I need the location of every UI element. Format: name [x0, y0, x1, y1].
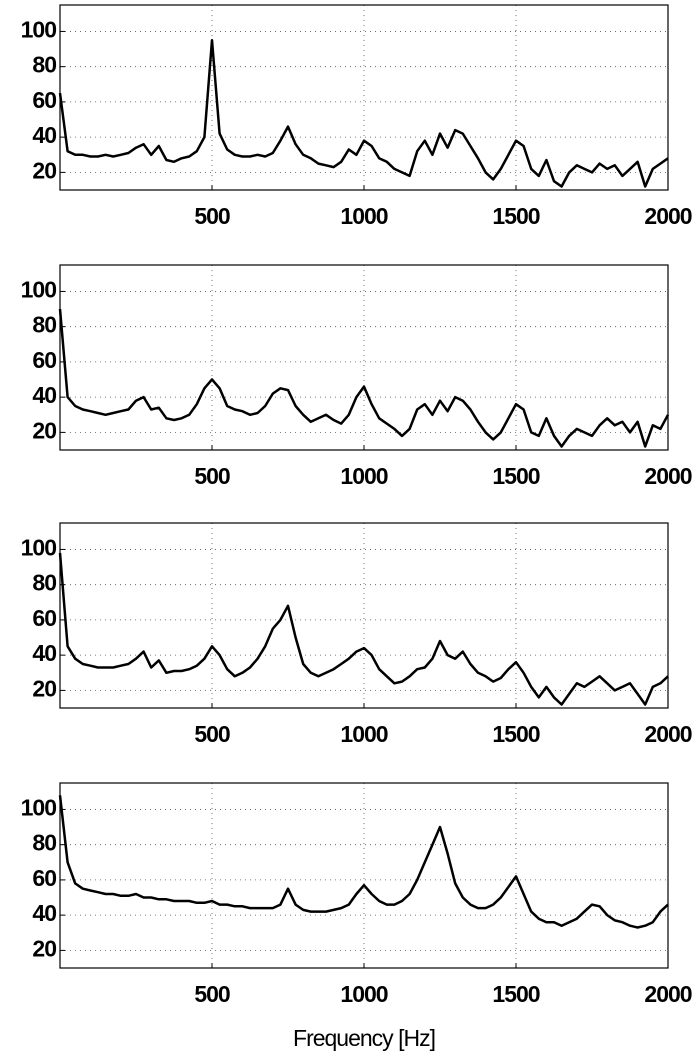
- plot-frame: [59, 264, 669, 451]
- y-tick-label: 20: [32, 417, 56, 443]
- x-tick-label: 2000: [644, 463, 691, 489]
- x-tick-label: 1500: [492, 721, 539, 747]
- y-tick-label: 20: [32, 675, 56, 701]
- y-tick-label: 40: [32, 900, 56, 926]
- x-tick-label: 1000: [340, 721, 387, 747]
- x-tick-label: 1000: [340, 203, 387, 229]
- y-tick-label: 80: [32, 52, 56, 78]
- y-tick-label: 20: [32, 157, 56, 183]
- y-tick-label: 40: [32, 640, 56, 666]
- plot-frame: [59, 782, 669, 969]
- x-tick-label: 1000: [340, 463, 387, 489]
- spectrum-line: [58, 308, 670, 448]
- y-tick-label: 100: [21, 17, 57, 43]
- x-tick-label: 1500: [492, 981, 539, 1007]
- x-tick-label: 1000: [340, 981, 387, 1007]
- spectrum-line: [58, 795, 669, 929]
- plot-frame: [59, 522, 669, 709]
- spectrum-line: [58, 38, 669, 188]
- y-tick-label: 40: [32, 122, 56, 148]
- y-tick-label: 60: [32, 347, 56, 373]
- x-axis-label: Frequency [Hz]: [293, 1025, 435, 1051]
- y-tick-label: 100: [21, 795, 57, 821]
- y-tick-label: 60: [32, 87, 56, 113]
- x-tick-label: 2000: [644, 981, 691, 1007]
- x-tick-label: 500: [194, 721, 230, 747]
- y-tick-label: 80: [32, 830, 56, 856]
- x-tick-label: 2000: [644, 203, 691, 229]
- y-tick-label: 80: [32, 312, 56, 338]
- y-tick-label: 40: [32, 382, 56, 408]
- spectrum-line: [58, 552, 669, 706]
- x-tick-label: 500: [194, 463, 230, 489]
- x-tick-label: 1500: [492, 463, 539, 489]
- x-tick-label: 2000: [644, 721, 691, 747]
- y-tick-label: 100: [21, 277, 57, 303]
- y-tick-label: 20: [32, 935, 56, 961]
- y-tick-label: 60: [32, 605, 56, 631]
- plot-frame: [59, 4, 669, 191]
- x-tick-label: 500: [194, 203, 230, 229]
- x-tick-label: 1500: [492, 203, 539, 229]
- y-tick-label: 60: [32, 865, 56, 891]
- y-tick-label: 100: [21, 535, 57, 561]
- x-tick-label: 500: [194, 981, 230, 1007]
- y-tick-label: 80: [32, 570, 56, 596]
